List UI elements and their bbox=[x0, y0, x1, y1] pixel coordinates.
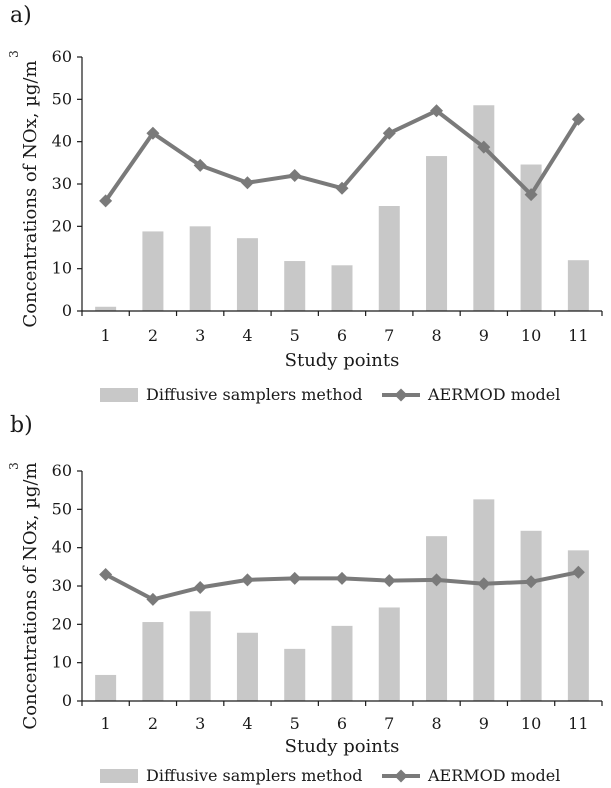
bar-point-4 bbox=[237, 238, 258, 311]
line-point-7 bbox=[383, 574, 396, 587]
legend-label-diffusive: Diffusive samplers method bbox=[146, 385, 362, 404]
chart-a: a) 0 10 20 30 40 50 60 1 2 3 4 5 6 7 8 9 10 11 Study points… bbox=[7, 3, 602, 404]
x-axis-title: Study points bbox=[285, 350, 400, 371]
x-tick-label: 4 bbox=[242, 326, 252, 345]
bar-point-4 bbox=[237, 633, 258, 701]
y-tick-label: 20 bbox=[52, 614, 72, 633]
bar-point-1 bbox=[95, 675, 116, 701]
chart-b: b) 0 10 20 30 40 50 60 1 2 3 4 5 6 7 8 9 10 11 Study points… bbox=[7, 413, 602, 785]
x-tick-label: 1 bbox=[101, 326, 111, 345]
x-tick-label: 8 bbox=[431, 714, 441, 733]
y-tick-label: 30 bbox=[52, 576, 72, 595]
y-tick-label: 10 bbox=[52, 653, 72, 672]
y-axis-title-superscript: 3 bbox=[7, 462, 21, 470]
panel-label: b) bbox=[10, 413, 33, 438]
x-tick-label: 5 bbox=[290, 714, 300, 733]
y-axis-title: Concentrations of NOx, µg/m bbox=[20, 60, 41, 327]
bar-point-3 bbox=[190, 611, 211, 701]
x-tick-label: 5 bbox=[290, 326, 300, 345]
panel-label: a) bbox=[10, 3, 32, 28]
bar-point-9 bbox=[473, 105, 494, 311]
x-tick-label: 6 bbox=[337, 714, 347, 733]
x-tick-label: 10 bbox=[521, 326, 541, 345]
y-tick-label: 0 bbox=[62, 691, 72, 710]
x-tick-label: 1 bbox=[101, 714, 111, 733]
bar-point-10 bbox=[521, 531, 542, 701]
bar-point-8 bbox=[426, 156, 447, 311]
legend-swatch-marker bbox=[395, 770, 408, 783]
y-tick-label: 60 bbox=[52, 47, 72, 66]
bar-point-6 bbox=[332, 626, 353, 701]
y-axis-title-superscript: 3 bbox=[7, 50, 21, 58]
x-tick-label: 2 bbox=[148, 714, 158, 733]
line-point-4 bbox=[241, 176, 254, 189]
x-tick-label: 11 bbox=[568, 714, 588, 733]
legend-label-aermod: AERMOD model bbox=[427, 766, 560, 785]
x-tick-label: 11 bbox=[568, 326, 588, 345]
bar-point-9 bbox=[473, 499, 494, 701]
x-tick-label: 2 bbox=[148, 326, 158, 345]
x-tick-label: 8 bbox=[431, 326, 441, 345]
y-tick-label: 40 bbox=[52, 538, 72, 557]
bar-point-1 bbox=[95, 307, 116, 311]
legend-label-aermod: AERMOD model bbox=[427, 385, 560, 404]
y-tick-label: 60 bbox=[52, 461, 72, 480]
x-tick-label: 3 bbox=[195, 714, 205, 733]
legend-swatch-bar bbox=[100, 388, 138, 402]
line-point-5 bbox=[288, 169, 301, 182]
x-tick-label: 6 bbox=[337, 326, 347, 345]
x-tick-label: 9 bbox=[479, 326, 489, 345]
y-axis-title: Concentrations of NOx, µg/m bbox=[20, 462, 41, 729]
y-tick-label: 50 bbox=[52, 499, 72, 518]
x-tick-label: 4 bbox=[242, 714, 252, 733]
bar-point-5 bbox=[284, 649, 305, 701]
bar-point-5 bbox=[284, 261, 305, 311]
bar-point-7 bbox=[379, 607, 400, 701]
y-tick-label: 20 bbox=[52, 216, 72, 235]
line-point-4 bbox=[241, 573, 254, 586]
line-point-5 bbox=[288, 572, 301, 585]
x-tick-label: 9 bbox=[479, 714, 489, 733]
bar-point-8 bbox=[426, 536, 447, 701]
bar-point-3 bbox=[190, 226, 211, 311]
x-axis-title: Study points bbox=[285, 736, 400, 757]
bar-point-6 bbox=[332, 265, 353, 311]
bar-point-7 bbox=[379, 206, 400, 311]
legend-swatch-bar bbox=[100, 769, 138, 783]
legend-swatch-marker bbox=[395, 389, 408, 402]
line-point-6 bbox=[336, 572, 349, 585]
x-tick-label: 7 bbox=[384, 326, 394, 345]
y-tick-label: 50 bbox=[52, 89, 72, 108]
y-tick-label: 0 bbox=[62, 301, 72, 320]
legend-label-diffusive: Diffusive samplers method bbox=[146, 766, 362, 785]
x-tick-label: 7 bbox=[384, 714, 394, 733]
x-tick-label: 10 bbox=[521, 714, 541, 733]
x-tick-label: 3 bbox=[195, 326, 205, 345]
y-tick-label: 30 bbox=[52, 174, 72, 193]
bar-point-2 bbox=[142, 622, 163, 701]
bar-point-2 bbox=[142, 231, 163, 311]
y-tick-label: 40 bbox=[52, 132, 72, 151]
line-point-3 bbox=[194, 581, 207, 594]
bar-point-11 bbox=[568, 260, 589, 311]
y-tick-label: 10 bbox=[52, 259, 72, 278]
